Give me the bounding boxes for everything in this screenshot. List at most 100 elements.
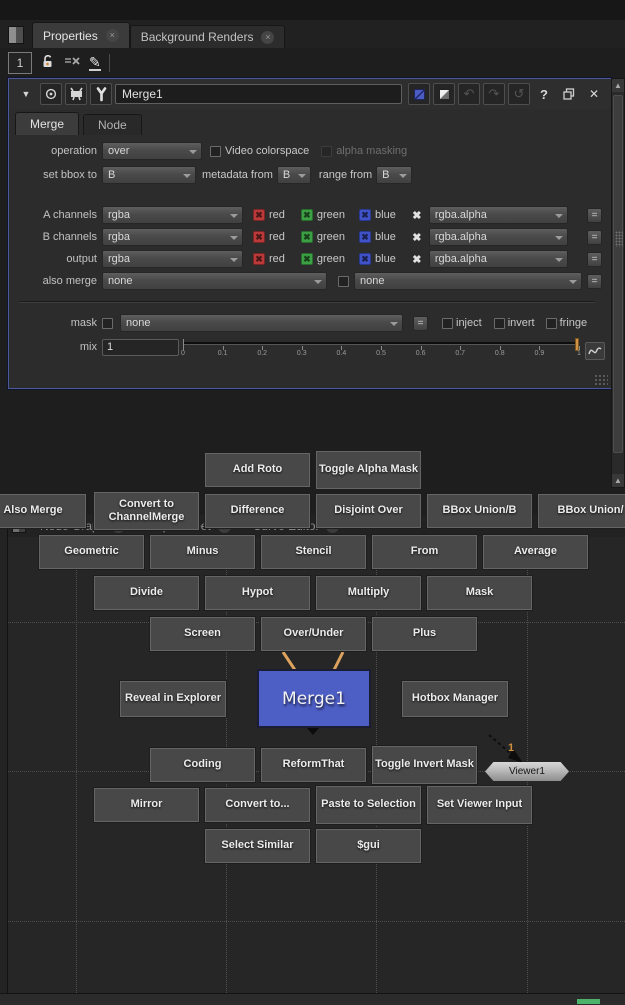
hotbox-button-from[interactable]: From [371,534,478,570]
hotbox-button-bbox-union-b[interactable]: BBox Union/B [426,493,533,529]
wrench-icon[interactable] [90,83,112,105]
fringe-checkbox[interactable] [545,317,557,329]
red-channel-checkbox[interactable]: ✖ [253,253,265,265]
tab-merge[interactable]: Merge [15,112,80,135]
input-pipe-a[interactable] [281,651,297,671]
edit-pencil-icon[interactable]: ✎ [89,53,101,71]
node-graph-icon[interactable] [65,83,87,105]
channel-set-select[interactable]: rgba [102,228,243,246]
range-from-select[interactable]: B [376,166,413,184]
hotbox-button-plus[interactable]: Plus [371,616,478,652]
alpha-channel-checkbox[interactable]: ✖ [412,253,422,266]
hotbox-button-paste-to-selection[interactable]: Paste to Selection [315,785,422,825]
mask-select[interactable]: none [120,314,403,332]
gl-color-swatch[interactable] [433,83,455,105]
hotbox-button-mask[interactable]: Mask [426,575,533,611]
hotbox-button-reveal-in-explorer[interactable]: Reveal in Explorer [119,680,227,718]
slider-handle[interactable] [575,338,579,351]
node-merge1[interactable]: Merge1 [257,669,371,728]
output-stub[interactable] [307,728,319,735]
help-button[interactable]: ? [540,86,548,102]
close-panel-icon[interactable]: ✕ [588,87,600,101]
collapse-icon[interactable]: ▼ [21,89,31,99]
hotbox-button-screen[interactable]: Screen [149,616,256,652]
channel-alpha-select[interactable]: rgba.alpha [428,250,568,268]
revert-icon[interactable]: ↺ [508,83,530,105]
hotbox-button-average[interactable]: Average [482,534,589,570]
green-channel-checkbox[interactable]: ✖ [300,209,313,221]
panel-menu-icon[interactable] [8,26,24,44]
hotbox-button-mirror[interactable]: Mirror [93,787,200,823]
node-color-swatch[interactable] [408,83,430,105]
channel-alpha-select[interactable]: rgba.alpha [428,228,568,246]
hotbox-button-gui[interactable]: $gui [315,828,422,864]
hotbox-button-convert-to-channelmerge[interactable]: Convert to ChannelMerge [93,491,200,531]
mix-slider[interactable]: 0 0.1 0.2 0.3 0.4 0.5 0.6 0.7 0.8 0.9 1 [181,338,581,365]
tab-node[interactable]: Node [83,114,142,135]
center-node-icon[interactable] [40,83,62,105]
hotbox-button-hotbox-manager[interactable]: Hotbox Manager [401,680,509,718]
lock-open-icon[interactable] [40,53,56,74]
also-merge-checkbox[interactable] [338,275,349,287]
channel-equals-button[interactable]: = [587,251,602,267]
hotbox-button-reformthat[interactable]: ReformThat [260,747,367,783]
bbox-select[interactable]: B [102,166,196,184]
scrollbar-thumb[interactable] [613,95,623,453]
hotbox-button-add-roto[interactable]: Add Roto [204,452,311,488]
mask-equals-button[interactable]: = [413,315,428,331]
metadata-from-select[interactable]: B [276,166,311,184]
properties-scrollbar[interactable]: ▲ ▲ [611,78,625,488]
also-merge-equals-button[interactable]: = [587,273,602,289]
tab-background-renders[interactable]: Background Renders × [129,25,286,48]
hotbox-button-select-similar[interactable]: Select Similar [204,828,311,864]
hotbox-button-over-under[interactable]: Over/Under [260,616,367,652]
hotbox-button-convert-to[interactable]: Convert to... [204,787,311,823]
green-channel-checkbox[interactable]: ✖ [300,253,313,265]
close-icon[interactable]: × [261,30,275,44]
hotbox-button-difference[interactable]: Difference [204,493,311,529]
blue-channel-checkbox[interactable]: ✖ [359,253,372,265]
video-colorspace-checkbox[interactable] [210,145,221,157]
scroll-end-icon[interactable]: ▲ [612,474,624,487]
hotbox-button-toggle-invert-mask[interactable]: Toggle Invert Mask [371,745,478,785]
alpha-channel-checkbox[interactable]: ✖ [412,231,422,244]
green-channel-checkbox[interactable]: ✖ [300,231,313,243]
hotbox-button-divide[interactable]: Divide [93,575,200,611]
channel-set-select[interactable]: rgba [102,250,243,268]
resize-grip[interactable] [594,374,608,386]
also-merge-select-2[interactable]: none [354,272,582,290]
channel-equals-button[interactable]: = [587,207,602,223]
float-window-icon[interactable] [558,83,580,105]
node-name-input[interactable] [115,84,402,104]
blue-channel-checkbox[interactable]: ✖ [359,231,372,243]
alpha-channel-checkbox[interactable]: ✖ [412,209,422,222]
hotbox-button-coding[interactable]: Coding [149,747,256,783]
operation-select[interactable]: over [102,142,202,160]
invert-checkbox[interactable] [493,317,505,329]
hotbox-button-toggle-alpha-mask[interactable]: Toggle Alpha Mask [315,450,422,490]
hotbox-button-geometric[interactable]: Geometric [38,534,145,570]
hotbox-button-set-viewer-input[interactable]: Set Viewer Input [426,785,533,825]
hotbox-button-also-merge[interactable]: Also Merge [0,493,87,529]
redo-icon[interactable]: ↷ [483,83,505,105]
mask-checkbox[interactable] [102,317,113,329]
hotbox-button-hypot[interactable]: Hypot [204,575,311,611]
node-viewer1[interactable]: Viewer1 [485,762,569,781]
hotbox-button-minus[interactable]: Minus [149,534,256,570]
also-merge-select-1[interactable]: none [102,272,327,290]
hotbox-button-stencil[interactable]: Stencil [260,534,367,570]
input-pipe-b[interactable] [332,651,345,671]
hotbox-button-bbox-union[interactable]: BBox Union/ [537,493,625,529]
red-channel-checkbox[interactable]: ✖ [253,231,265,243]
close-icon[interactable]: × [105,29,119,42]
curve-editor-icon[interactable] [585,342,605,360]
channel-equals-button[interactable]: = [587,229,602,245]
tab-properties[interactable]: Properties × [32,22,130,48]
clear-panels-icon[interactable] [64,54,81,73]
inject-checkbox[interactable] [442,317,453,329]
scroll-up-icon[interactable]: ▲ [612,79,624,92]
blue-channel-checkbox[interactable]: ✖ [359,209,372,221]
undo-icon[interactable]: ↶ [458,83,480,105]
hotbox-button-disjoint-over[interactable]: Disjoint Over [315,493,422,529]
mix-input[interactable] [102,338,179,356]
